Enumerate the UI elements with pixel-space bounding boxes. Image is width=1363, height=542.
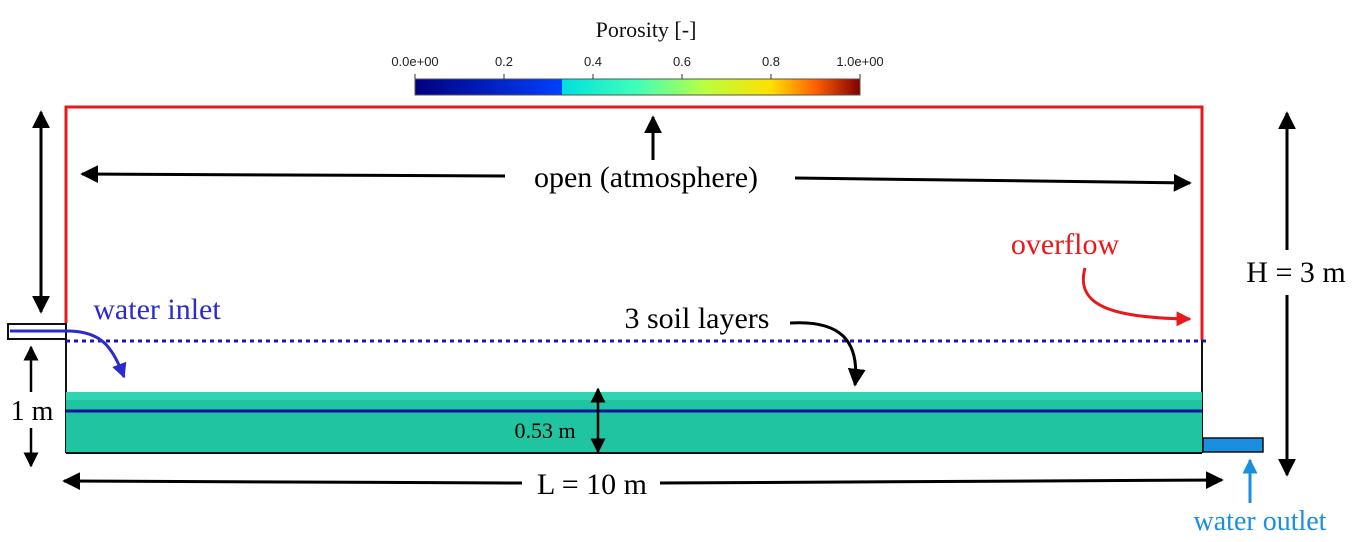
length-label: L = 10 m <box>537 468 647 501</box>
length-arrow-left <box>62 472 523 491</box>
colorbar-tick-label: 0.4 <box>584 54 602 69</box>
soil-layers <box>66 400 1202 453</box>
soil-layers-arrow <box>789 321 866 387</box>
open-arrow-right <box>794 173 1192 192</box>
colorbar-title: Porosity [-] <box>596 17 697 42</box>
colorbar: Porosity [-] 0.0e+00 0.2 0.4 0.6 0.8 1.0e+00 <box>391 17 884 96</box>
open-arrow-left <box>80 165 506 184</box>
water-inlet-label: water inlet <box>93 293 221 326</box>
colorbar-tick-label: 0.8 <box>762 54 780 69</box>
overflow-label: overflow <box>1011 228 1120 261</box>
height-label: H = 3 m <box>1246 256 1345 289</box>
soil-layer-top <box>66 392 1202 400</box>
water-inlet-arrow <box>10 329 127 379</box>
open-boundary <box>64 105 1204 340</box>
open-atmosphere-label: open (atmosphere) <box>534 161 758 194</box>
inlet-height-label: 1 m <box>11 396 54 427</box>
colorbar-ticks: 0.0e+00 0.2 0.4 0.6 0.8 1.0e+00 <box>391 54 884 79</box>
colorbar-gradient <box>414 78 861 96</box>
layer-thickness-label: 0.53 m <box>514 418 575 443</box>
colorbar-tick-label: 0.6 <box>673 54 691 69</box>
water-outlet-label: water outlet <box>1194 506 1327 537</box>
outlet-pipe <box>1202 437 1264 453</box>
colorbar-tick-label: 1.0e+00 <box>836 54 883 69</box>
colorbar-tick-label: 0.0e+00 <box>391 54 438 69</box>
length-arrow-right <box>659 471 1224 490</box>
overflow-arrow <box>1081 267 1192 327</box>
soil-layers-label: 3 soil layers <box>625 302 770 335</box>
colorbar-tick-label: 0.2 <box>495 54 513 69</box>
